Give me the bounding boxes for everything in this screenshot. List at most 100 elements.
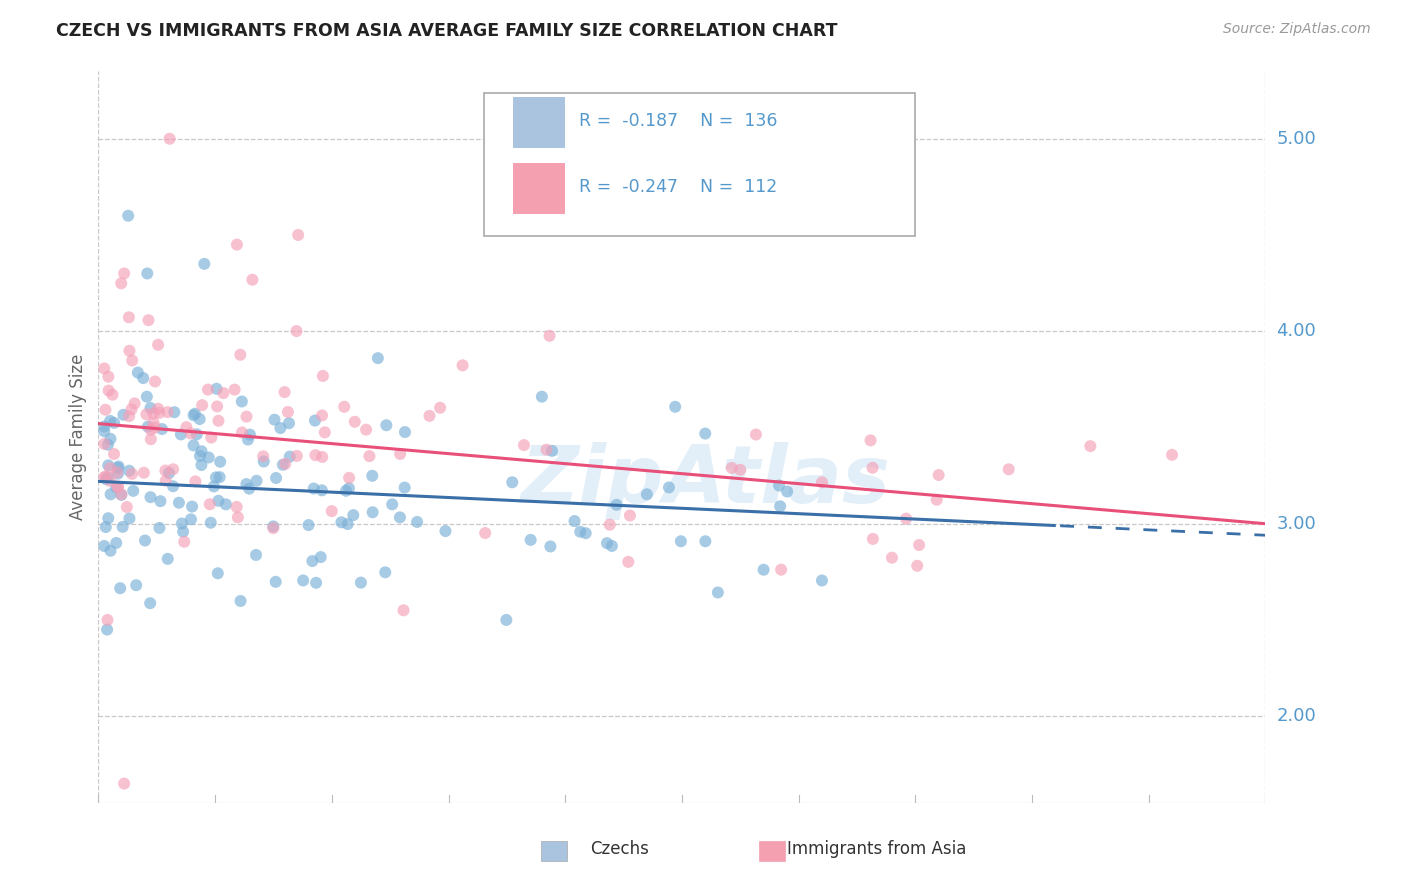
- Point: [811, 475, 834, 490]
- Point: [342, 508, 364, 523]
- Point: [163, 405, 186, 419]
- Point: [394, 481, 416, 495]
- Point: [536, 442, 558, 457]
- Point: [297, 518, 319, 533]
- Point: [636, 487, 658, 501]
- Point: [207, 566, 229, 581]
- Point: [451, 359, 474, 373]
- Point: [93, 437, 115, 451]
- Point: [124, 396, 146, 410]
- Point: [418, 409, 440, 423]
- Point: [184, 407, 207, 421]
- Point: [146, 338, 169, 352]
- Point: [908, 538, 931, 552]
- Point: [287, 227, 309, 242]
- Point: [94, 469, 117, 483]
- Point: [229, 348, 252, 362]
- Point: [301, 554, 323, 568]
- Point: [190, 444, 212, 458]
- Point: [252, 450, 274, 464]
- Point: [513, 438, 536, 452]
- Point: [143, 375, 166, 389]
- Text: Source: ZipAtlas.com: Source: ZipAtlas.com: [1223, 22, 1371, 37]
- Point: [93, 425, 115, 439]
- Point: [304, 448, 326, 462]
- Point: [429, 401, 451, 415]
- Point: [231, 394, 253, 409]
- Point: [170, 516, 193, 531]
- Point: [354, 423, 377, 437]
- Point: [118, 511, 141, 525]
- Point: [98, 461, 121, 475]
- Point: [148, 521, 170, 535]
- Point: [311, 483, 333, 498]
- Text: 3.00: 3.00: [1277, 515, 1316, 533]
- Point: [226, 237, 249, 252]
- Point: [94, 520, 117, 534]
- Point: [156, 552, 179, 566]
- Point: [619, 508, 641, 523]
- Point: [188, 449, 211, 463]
- Point: [96, 472, 118, 486]
- Point: [321, 504, 343, 518]
- Point: [273, 385, 295, 400]
- Point: [103, 416, 125, 430]
- Point: [100, 487, 122, 501]
- Point: [101, 387, 124, 401]
- Point: [127, 366, 149, 380]
- Point: [720, 461, 742, 475]
- Point: [173, 534, 195, 549]
- Point: [190, 458, 212, 472]
- Point: [193, 257, 215, 271]
- Point: [112, 267, 135, 281]
- Point: [136, 267, 159, 281]
- Point: [333, 400, 356, 414]
- Point: [93, 539, 115, 553]
- Point: [125, 578, 148, 592]
- Point: [311, 409, 333, 423]
- Point: [118, 310, 141, 325]
- Point: [118, 343, 141, 358]
- Point: [162, 479, 184, 493]
- Point: [93, 361, 115, 376]
- Point: [97, 438, 120, 452]
- Point: [181, 500, 204, 514]
- Point: [97, 458, 120, 473]
- Point: [495, 613, 517, 627]
- Point: [312, 368, 335, 383]
- Point: [253, 454, 276, 468]
- Point: [474, 526, 496, 541]
- Point: [925, 492, 948, 507]
- Point: [156, 405, 179, 419]
- Point: [135, 390, 157, 404]
- Point: [100, 543, 122, 558]
- Point: [149, 494, 172, 508]
- Point: [105, 536, 128, 550]
- Point: [202, 479, 225, 493]
- Point: [330, 516, 353, 530]
- Point: [93, 419, 115, 434]
- Point: [94, 402, 117, 417]
- Point: [224, 383, 246, 397]
- Point: [367, 351, 389, 366]
- Point: [97, 369, 120, 384]
- Point: [278, 450, 301, 464]
- Point: [311, 450, 333, 464]
- Point: [406, 515, 429, 529]
- Point: [752, 563, 775, 577]
- Text: R =  -0.187    N =  136: R = -0.187 N = 136: [579, 112, 778, 130]
- Point: [669, 534, 692, 549]
- Point: [859, 434, 882, 448]
- Point: [112, 776, 135, 790]
- Point: [337, 481, 360, 495]
- Point: [361, 468, 384, 483]
- Point: [200, 431, 222, 445]
- Point: [862, 460, 884, 475]
- Point: [745, 427, 768, 442]
- Point: [292, 574, 315, 588]
- Point: [121, 467, 143, 481]
- Point: [212, 386, 235, 401]
- Point: [894, 511, 917, 525]
- Point: [197, 450, 219, 465]
- Point: [107, 480, 129, 494]
